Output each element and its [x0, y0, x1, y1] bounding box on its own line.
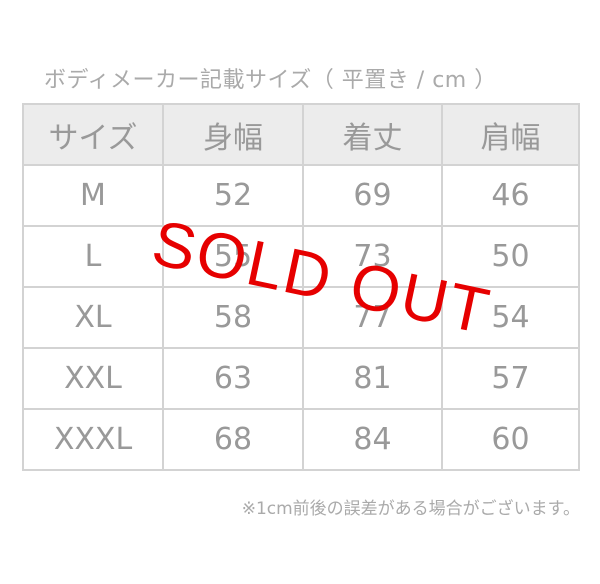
- table-row: L 55 73 50: [22, 225, 580, 288]
- value-cell: 68: [162, 408, 304, 471]
- value-cell: 58: [162, 286, 304, 349]
- table-row: XXXL 68 84 60: [22, 408, 580, 471]
- value-cell: 84: [302, 408, 443, 471]
- value-cell: 77: [302, 286, 443, 349]
- value-cell: 73: [302, 225, 443, 288]
- header-cell: 肩幅: [441, 103, 580, 166]
- size-cell: XXXL: [22, 408, 164, 471]
- value-cell: 57: [441, 347, 580, 410]
- header-cell: サイズ: [22, 103, 164, 166]
- value-cell: 46: [441, 164, 580, 227]
- value-cell: 63: [162, 347, 304, 410]
- size-cell: L: [22, 225, 164, 288]
- header-row: サイズ 身幅 着丈 肩幅: [22, 103, 580, 166]
- value-cell: 50: [441, 225, 580, 288]
- value-cell: 55: [162, 225, 304, 288]
- size-cell: XL: [22, 286, 164, 349]
- header-cell: 身幅: [162, 103, 304, 166]
- value-cell: 60: [441, 408, 580, 471]
- value-cell: 81: [302, 347, 443, 410]
- table-row: XXL 63 81 57: [22, 347, 580, 410]
- size-table: サイズ 身幅 着丈 肩幅 M 52 69 46 L 55 73 50 XL 58 77 54 XXL 63 81 5…: [22, 103, 580, 471]
- size-cell: M: [22, 164, 164, 227]
- value-cell: 54: [441, 286, 580, 349]
- size-cell: XXL: [22, 347, 164, 410]
- value-cell: 69: [302, 164, 443, 227]
- table-row: XL 58 77 54: [22, 286, 580, 349]
- table-row: M 52 69 46: [22, 164, 580, 227]
- note: ※1cm前後の誤差がある場合がございます。: [241, 499, 580, 519]
- caption: ボディメーカー記載サイズ（ 平置き / cm ）: [44, 68, 497, 93]
- value-cell: 52: [162, 164, 304, 227]
- header-cell: 着丈: [302, 103, 443, 166]
- table-body: M 52 69 46 L 55 73 50 XL 58 77 54 XXL 63 81 57 XXXL 68 84 6…: [22, 164, 580, 471]
